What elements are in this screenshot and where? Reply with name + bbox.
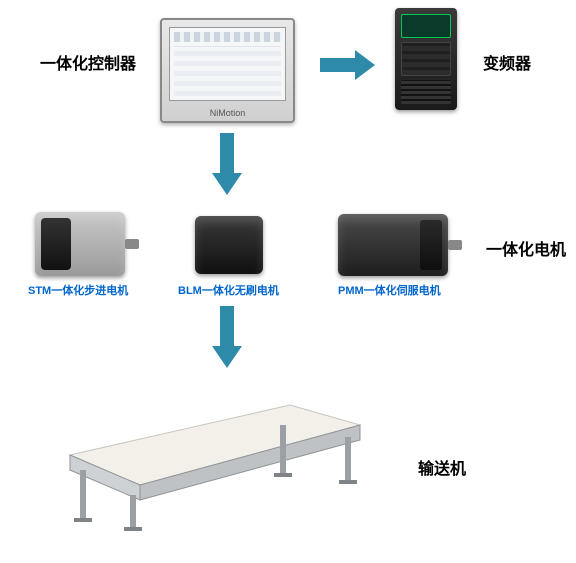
- pmm-motor-shaft: [448, 240, 462, 250]
- controller-label: 一体化控制器: [40, 50, 136, 74]
- blm-sublabel: BLM一体化无刷电机: [178, 282, 279, 298]
- pmm-sublabel: PMM一体化伺服电机: [338, 282, 441, 298]
- vfd-node: [395, 8, 457, 110]
- controller-screen: [169, 27, 286, 101]
- conveyor-svg: [60, 395, 370, 535]
- vfd-label: 变频器: [483, 50, 531, 74]
- arrow-controller-to-motors: [212, 133, 242, 195]
- vfd-grille: [401, 80, 451, 104]
- stm-motor-node: [35, 212, 125, 276]
- controller-node: NiMotion: [160, 18, 295, 123]
- conveyor-label: 输送机: [418, 455, 466, 479]
- conveyor-node: [60, 395, 370, 535]
- blm-motor-node: [195, 216, 263, 274]
- controller-brand: NiMotion: [162, 108, 293, 118]
- pmm-motor-body: [338, 214, 448, 276]
- arrow-motors-to-conveyor: [212, 306, 242, 368]
- stm-motor-body: [35, 212, 125, 276]
- stm-motor-shaft: [125, 239, 139, 249]
- arrow-controller-to-vfd: [320, 50, 375, 80]
- pmm-motor-node: [338, 214, 448, 276]
- stm-sublabel: STM一体化步进电机: [28, 282, 128, 298]
- blm-motor-body: [195, 216, 263, 274]
- motors-row-label: 一体化电机: [486, 236, 566, 260]
